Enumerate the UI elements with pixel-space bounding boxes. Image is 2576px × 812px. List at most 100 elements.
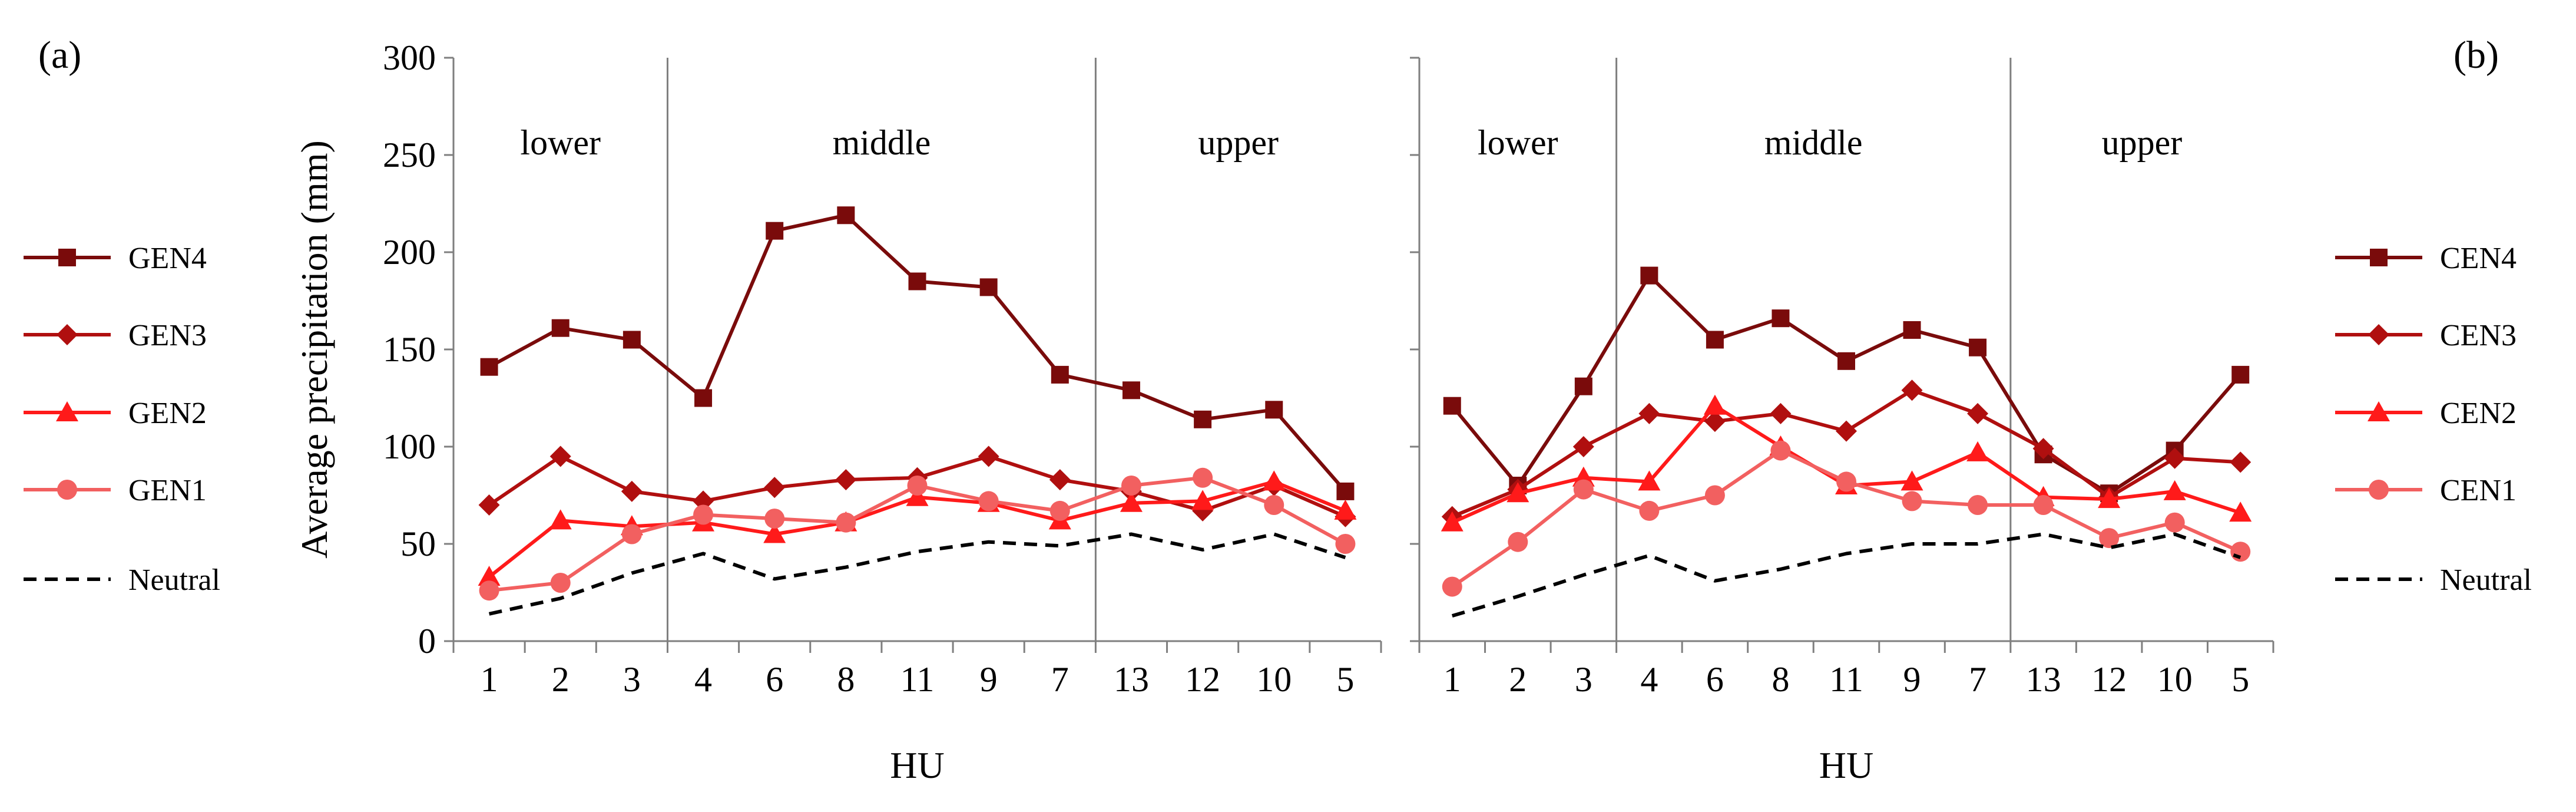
data-point-cen1 [2230,542,2251,562]
data-point-gen4 [1194,410,1212,428]
y-tick-label: 300 [383,38,436,77]
data-point-cen4 [2231,365,2250,384]
data-point-gen3 [549,445,571,467]
data-point-cen2 [1506,482,1529,503]
x-tick-label: 7 [1051,660,1069,699]
region-label: upper [2102,123,2183,162]
data-point-gen1 [1121,476,1141,496]
data-point-cen2 [2163,480,2186,500]
data-point-gen3 [621,480,643,502]
x-tick-label: 9 [980,660,998,699]
y-tick-label: 50 [400,524,436,563]
data-point-cen1 [1639,500,1660,521]
data-point-gen1 [550,573,571,593]
x-tick-label: 3 [623,660,641,699]
x-tick-label: 12 [1185,660,1220,699]
x-axis-title: HU [1819,744,1873,786]
data-point-gen4 [1265,401,1283,419]
data-point-gen3 [978,445,999,467]
legend-marker [56,401,78,421]
data-point-gen2 [1334,499,1357,520]
legend-label: CEN1 [2440,474,2517,507]
data-point-cen3 [1638,402,1660,424]
data-point-cen1 [2099,528,2120,549]
data-point-cen2 [1638,470,1661,491]
data-point-cen4 [1640,266,1658,285]
data-point-cen4 [1837,352,1855,370]
series-line-neutral [488,532,1346,616]
data-point-gen1 [1264,495,1284,515]
y-tick-label: 100 [383,427,436,466]
x-tick-label: 8 [1772,660,1789,699]
data-point-gen4 [979,278,998,296]
y-tick-label: 250 [383,136,436,174]
data-point-cen1 [1704,485,1725,506]
data-point-gen1 [1193,467,1213,488]
data-point-cen3 [1770,402,1792,424]
x-tick-label: 2 [1509,660,1527,699]
x-tick-label: 2 [552,660,569,699]
data-point-cen1 [2033,495,2054,515]
data-point-gen2 [763,523,786,543]
data-point-gen4 [766,222,784,240]
legend-label: CEN2 [2440,397,2517,430]
data-point-cen2 [1703,394,1726,415]
data-point-cen1 [1902,491,1922,511]
data-point-gen3 [1049,469,1071,491]
y-axis-title: Average precipitation (mm) [293,140,335,559]
data-point-cen1 [1508,532,1528,552]
data-point-cen2 [2098,488,2121,509]
data-point-cen1 [1770,440,1791,461]
x-tick-label: 4 [1640,660,1658,699]
data-point-gen3 [478,494,500,516]
data-point-cen4 [1772,309,1790,328]
y-tick-label: 150 [383,330,436,369]
x-tick-label: 10 [2157,660,2193,699]
data-point-gen4 [908,272,926,291]
data-point-cen4 [1903,321,1921,339]
data-point-gen2 [1191,490,1214,510]
data-point-gen2 [906,486,929,506]
data-point-cen1 [1836,471,1856,492]
region-label: lower [1478,123,1558,162]
data-point-gen4 [1336,482,1355,500]
legend-marker [2370,249,2388,266]
data-point-gen1 [479,580,499,601]
data-point-gen1 [836,512,856,533]
legend-marker [58,249,76,266]
data-point-gen1 [764,509,785,529]
data-point-gen1 [693,504,714,525]
panel-label: (a) [38,34,81,77]
data-point-cen4 [1443,397,1461,415]
data-point-gen2 [549,509,572,530]
data-point-gen4 [1122,381,1140,400]
legend-label: CEN4 [2440,242,2517,275]
region-label: lower [520,123,601,162]
data-point-cen3 [2230,451,2251,473]
region-label: middle [833,123,931,162]
legend-marker [2368,324,2389,345]
legend-label: GEN2 [128,397,207,430]
x-tick-label: 13 [2026,660,2061,699]
data-point-cen3 [1967,402,1989,424]
data-point-cen2 [1900,470,1923,491]
data-point-cen4 [1969,338,1987,357]
y-tick-label: 200 [383,233,436,272]
data-point-gen4 [480,358,498,376]
data-point-gen1 [621,524,642,544]
x-tick-label: 11 [900,660,935,699]
data-point-gen4 [551,319,569,337]
data-point-cen1 [1442,576,1462,597]
data-point-cen3 [2032,438,2054,460]
data-point-cen3 [1901,379,1923,401]
region-label: middle [1764,123,1863,162]
data-point-gen2 [1263,470,1286,491]
legend-label: GEN3 [128,319,207,352]
legend-label: Neutral [2440,563,2532,597]
legend-marker [2369,480,2389,500]
data-point-cen3 [1836,420,1857,442]
